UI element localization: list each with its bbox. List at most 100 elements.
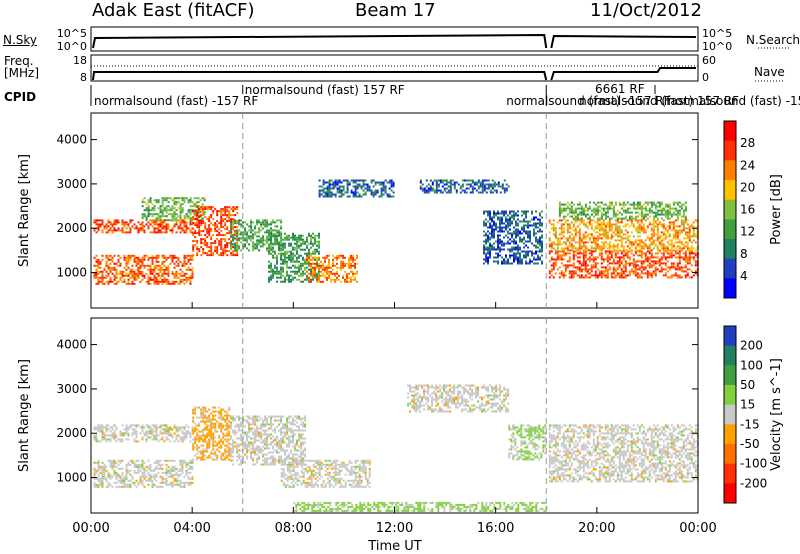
data-cell bbox=[503, 191, 506, 194]
data-cell bbox=[519, 232, 521, 235]
data-cell bbox=[310, 242, 312, 245]
data-cell bbox=[340, 181, 343, 184]
data-cell bbox=[185, 278, 188, 281]
data-cell bbox=[97, 477, 100, 480]
data-cell bbox=[628, 270, 631, 273]
data-cell bbox=[676, 211, 679, 214]
data-cell bbox=[191, 467, 194, 470]
data-cell bbox=[596, 268, 599, 271]
data-cell bbox=[161, 205, 164, 208]
data-cell bbox=[119, 432, 122, 435]
data-cell bbox=[684, 205, 687, 208]
data-cell bbox=[548, 231, 551, 234]
data-cell bbox=[141, 479, 144, 482]
data-cell bbox=[137, 483, 140, 486]
data-cell bbox=[483, 230, 485, 233]
data-cell bbox=[135, 479, 138, 482]
data-cell bbox=[533, 222, 535, 225]
data-cell bbox=[340, 264, 342, 267]
data-cell bbox=[578, 241, 581, 244]
data-cell bbox=[262, 243, 265, 246]
data-cell bbox=[232, 221, 235, 224]
data-cell bbox=[234, 242, 237, 245]
data-cell bbox=[620, 245, 623, 248]
data-cell bbox=[600, 215, 603, 218]
data-cell bbox=[210, 236, 213, 239]
data-cell bbox=[300, 238, 302, 241]
data-cell bbox=[491, 230, 493, 233]
data-cell bbox=[576, 203, 579, 206]
data-cell bbox=[656, 227, 659, 230]
data-cell bbox=[129, 485, 132, 488]
data-cell bbox=[316, 274, 318, 277]
data-cell bbox=[125, 432, 128, 435]
data-cell bbox=[570, 272, 573, 275]
data-cell bbox=[328, 254, 330, 257]
data-cell bbox=[648, 247, 651, 250]
data-cell bbox=[202, 220, 205, 223]
data-cell bbox=[572, 211, 575, 214]
data-cell bbox=[578, 243, 581, 246]
data-cell bbox=[189, 223, 192, 226]
colorbar-swatch bbox=[724, 258, 736, 279]
nave-tick-bottom: 0 bbox=[702, 71, 709, 84]
data-cell bbox=[326, 181, 329, 184]
data-cell bbox=[151, 254, 154, 257]
data-cell bbox=[135, 436, 138, 439]
nave-tick-top: 60 bbox=[702, 54, 716, 67]
data-cell bbox=[196, 214, 199, 217]
data-cell bbox=[662, 239, 665, 242]
data-cell bbox=[574, 217, 577, 220]
data-cell bbox=[610, 256, 613, 259]
data-cell bbox=[200, 240, 203, 243]
data-cell bbox=[554, 272, 557, 275]
data-cell bbox=[350, 256, 352, 259]
data-cell bbox=[127, 262, 130, 265]
data-cell bbox=[226, 226, 229, 229]
data-cell bbox=[183, 201, 186, 204]
data-cell bbox=[680, 276, 683, 279]
data-cell bbox=[147, 465, 150, 468]
data-cell bbox=[167, 278, 170, 281]
data-cell bbox=[189, 440, 192, 443]
data-cell bbox=[228, 206, 231, 209]
data-cell bbox=[141, 426, 144, 429]
data-cell bbox=[340, 185, 343, 188]
data-cell bbox=[109, 229, 112, 232]
data-cell bbox=[477, 179, 480, 182]
data-cell bbox=[189, 461, 192, 464]
data-cell bbox=[270, 238, 272, 241]
data-cell bbox=[616, 227, 619, 230]
data-cell bbox=[489, 189, 492, 192]
data-cell bbox=[240, 237, 243, 240]
data-cell bbox=[159, 467, 162, 470]
data-cell bbox=[159, 438, 162, 441]
data-cell bbox=[660, 207, 663, 210]
data-cell bbox=[290, 252, 292, 255]
data-cell bbox=[342, 274, 344, 277]
data-cell bbox=[576, 217, 579, 220]
data-cell bbox=[147, 459, 150, 462]
data-cell bbox=[288, 236, 290, 239]
data-cell bbox=[674, 209, 677, 212]
data-cell bbox=[175, 479, 178, 482]
data-cell bbox=[145, 215, 148, 218]
data-cell bbox=[123, 258, 126, 261]
data-cell bbox=[356, 191, 359, 194]
nsky-tick-top: 10^5 bbox=[57, 27, 87, 40]
data-cell bbox=[582, 235, 585, 238]
data-cell bbox=[320, 274, 322, 277]
data-cell bbox=[252, 247, 255, 250]
data-cell bbox=[566, 252, 569, 255]
data-cell bbox=[517, 218, 519, 221]
data-cell bbox=[548, 243, 551, 246]
data-cell bbox=[658, 262, 661, 265]
data-cell bbox=[276, 262, 278, 265]
data-cell bbox=[270, 223, 273, 226]
data-cell bbox=[566, 227, 569, 230]
data-cell bbox=[517, 258, 519, 261]
data-cell bbox=[564, 252, 567, 255]
data-cell bbox=[614, 270, 617, 273]
data-cell bbox=[99, 428, 102, 431]
data-cell bbox=[214, 242, 217, 245]
